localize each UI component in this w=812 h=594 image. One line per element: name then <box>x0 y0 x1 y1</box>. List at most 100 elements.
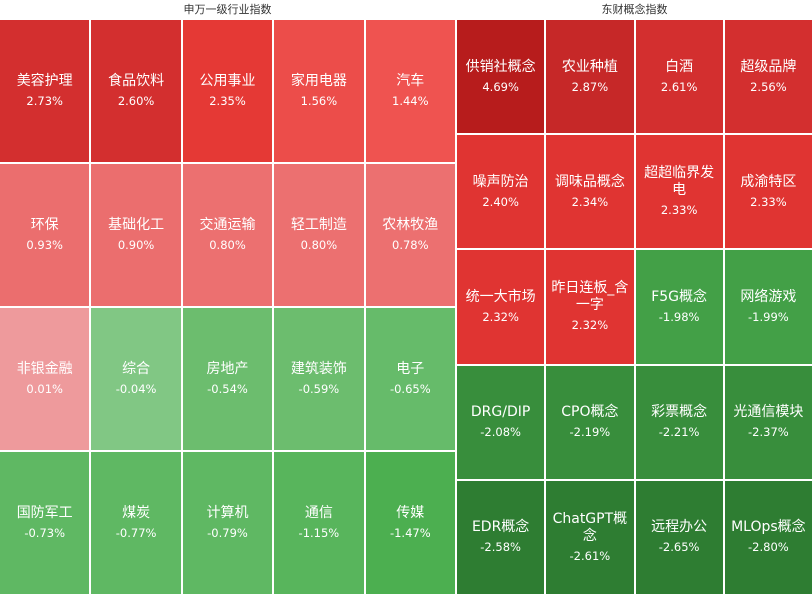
tile-change-percent: 4.69% <box>482 79 519 94</box>
tile-change-percent: 2.33% <box>660 203 698 218</box>
tile-name: F5G概念 <box>651 288 708 305</box>
em-concept-panel-title: 东财概念指数 <box>601 3 668 16</box>
tile-name: 建筑装饰 <box>290 361 347 377</box>
em-concept-heatmap-grid: 供销社概念 4.69% 农业种植 2.87% 白酒 2.61% 超级品牌 2.56% 噪声防治 2… <box>457 20 812 594</box>
tile-change-percent: -0.04% <box>115 382 157 396</box>
tile-name: 传媒 <box>396 505 425 521</box>
tile-name: ChatGPT概念 <box>552 510 628 544</box>
tile-change-percent: -2.58% <box>480 540 521 555</box>
em-concept-heatmap-panel: 东财概念指数 供销社概念 4.69% 农业种植 2.87% 白酒 2.61% 超级品牌 2.5… <box>457 0 812 594</box>
heatmap-tile[interactable]: 昨日连板_含一字 2.32% <box>546 250 634 364</box>
heatmap-tile[interactable]: 食品饮料 2.60% <box>91 20 181 162</box>
tile-change-percent: 0.80% <box>209 238 246 252</box>
tile-name: 基础化工 <box>108 217 165 233</box>
heatmap-tile[interactable]: 网络游戏 -1.99% <box>724 250 812 364</box>
tile-change-percent: -1.15% <box>298 526 340 540</box>
tile-change-percent: -2.08% <box>480 425 521 440</box>
tile-name: DRG/DIP <box>470 404 531 421</box>
heatmap-tile[interactable]: 轻工制造 0.80% <box>274 164 364 306</box>
heatmap-tile[interactable]: 彩票概念 -2.21% <box>635 365 723 479</box>
tile-name: 非银金融 <box>16 361 73 377</box>
heatmap-tile[interactable]: 公用事业 2.35% <box>182 20 273 162</box>
tile-change-percent: 2.34% <box>571 194 609 209</box>
heatmap-tile[interactable]: 调味品概念 2.34% <box>546 135 634 249</box>
tile-name: 网络游戏 <box>740 288 797 305</box>
heatmap-tile[interactable]: 煤炭 -0.77% <box>91 452 181 594</box>
tile-name: 电子 <box>396 361 425 377</box>
tile-name: 综合 <box>122 361 151 377</box>
heatmap-tile[interactable]: 交通运输 0.80% <box>182 164 273 306</box>
tile-name: 调味品概念 <box>554 173 625 190</box>
tile-name: 煤炭 <box>122 505 151 521</box>
tile-change-percent: 0.01% <box>26 382 63 396</box>
tile-name: 远程办公 <box>651 519 708 536</box>
tile-change-percent: -2.61% <box>569 548 611 563</box>
heatmap-tile[interactable]: 超超临界发电 2.33% <box>635 135 723 249</box>
tile-change-percent: -0.59% <box>298 382 340 396</box>
tile-change-percent: 2.32% <box>571 318 609 333</box>
heatmap-tile[interactable]: 噪声防治 2.40% <box>457 135 545 249</box>
heatmap-tile[interactable]: 家用电器 1.56% <box>274 20 364 162</box>
tile-name: 农林牧渔 <box>382 217 439 233</box>
tile-change-percent: 0.90% <box>117 238 155 252</box>
heatmap-tile[interactable]: 综合 -0.04% <box>91 308 181 450</box>
heatmap-tile[interactable]: 成渝特区 2.33% <box>724 135 812 249</box>
heatmap-tile[interactable]: MLOps概念 -2.80% <box>724 480 812 594</box>
sw-industry-panel-title: 申万一级行业指数 <box>183 3 272 16</box>
heatmap-tile[interactable]: F5G概念 -1.98% <box>635 250 723 364</box>
tile-name: 食品饮料 <box>108 73 165 89</box>
panel-divider <box>455 0 457 594</box>
tile-name: 超超临界发电 <box>644 165 715 199</box>
tile-name: 统一大市场 <box>465 288 536 305</box>
tile-name: CPO概念 <box>561 404 619 421</box>
heatmap-tile[interactable]: 房地产 -0.54% <box>182 308 273 450</box>
heatmap-tile[interactable]: 基础化工 0.90% <box>91 164 181 306</box>
sw-industry-heatmap-panel: 申万一级行业指数 美容护理 2.73% 食品饮料 2.60% 公用事业 2.35% 家用电器… <box>0 3 455 594</box>
tile-change-percent: -1.99% <box>748 309 789 324</box>
heatmap-tile[interactable]: 农林牧渔 0.78% <box>365 164 455 306</box>
heatmap-tile[interactable]: 建筑装饰 -0.59% <box>274 308 364 450</box>
tile-name: 光通信模块 <box>733 404 804 421</box>
tile-name: 成渝特区 <box>740 173 797 190</box>
heatmap-tile[interactable]: 美容护理 2.73% <box>0 20 90 162</box>
tile-change-percent: -0.65% <box>389 382 431 396</box>
heatmap-tile[interactable]: 超级品牌 2.56% <box>724 20 812 134</box>
heatmap-tile[interactable]: 环保 0.93% <box>0 164 90 306</box>
tile-change-percent: -0.77% <box>115 526 157 540</box>
heatmap-tile[interactable]: 电子 -0.65% <box>365 308 455 450</box>
heatmap-tile[interactable]: 国防军工 -0.73% <box>0 452 90 594</box>
heatmap-tile[interactable]: EDR概念 -2.58% <box>457 480 545 594</box>
heatmap-tile[interactable]: ChatGPT概念 -2.61% <box>546 480 634 594</box>
heatmap-tile[interactable]: 非银金融 0.01% <box>0 308 90 450</box>
heatmap-tile[interactable]: CPO概念 -2.19% <box>546 365 634 479</box>
tile-name: 白酒 <box>665 58 694 75</box>
heatmap-tile[interactable]: 计算机 -0.79% <box>182 452 273 594</box>
tile-change-percent: 2.87% <box>571 79 609 94</box>
tile-change-percent: 0.78% <box>392 238 429 252</box>
heatmap-tile[interactable]: 汽车 1.44% <box>365 20 455 162</box>
heatmap-tile[interactable]: 统一大市场 2.32% <box>457 250 545 364</box>
tile-name: 农业种植 <box>561 58 618 75</box>
tile-name: MLOps概念 <box>731 519 806 536</box>
tile-change-percent: -2.65% <box>658 540 700 555</box>
tile-name: 公用事业 <box>199 73 256 89</box>
heatmap-tile[interactable]: 远程办公 -2.65% <box>635 480 723 594</box>
tile-name: 噪声防治 <box>472 173 529 190</box>
tile-change-percent: 1.44% <box>392 94 429 108</box>
tile-name: 通信 <box>304 505 333 521</box>
tile-change-percent: 2.56% <box>750 79 787 94</box>
tile-name: 昨日连板_含一字 <box>551 280 629 314</box>
heatmap-tile[interactable]: 光通信模块 -2.37% <box>724 365 812 479</box>
heatmap-tile[interactable]: 农业种植 2.87% <box>546 20 634 134</box>
tile-name: 汽车 <box>396 73 425 89</box>
heatmap-tile[interactable]: 白酒 2.61% <box>635 20 723 134</box>
sw-industry-heatmap-grid: 美容护理 2.73% 食品饮料 2.60% 公用事业 2.35% 家用电器 1.56% 汽车 1.… <box>0 20 455 594</box>
heatmap-tile[interactable]: 供销社概念 4.69% <box>457 20 545 134</box>
tile-name: 家用电器 <box>290 73 347 89</box>
heatmap-tile[interactable]: DRG/DIP -2.08% <box>457 365 545 479</box>
tile-change-percent: 2.33% <box>750 194 787 209</box>
tile-name: 轻工制造 <box>290 217 347 233</box>
tile-change-percent: -1.98% <box>658 309 700 324</box>
heatmap-tile[interactable]: 传媒 -1.47% <box>365 452 455 594</box>
heatmap-tile[interactable]: 通信 -1.15% <box>274 452 364 594</box>
